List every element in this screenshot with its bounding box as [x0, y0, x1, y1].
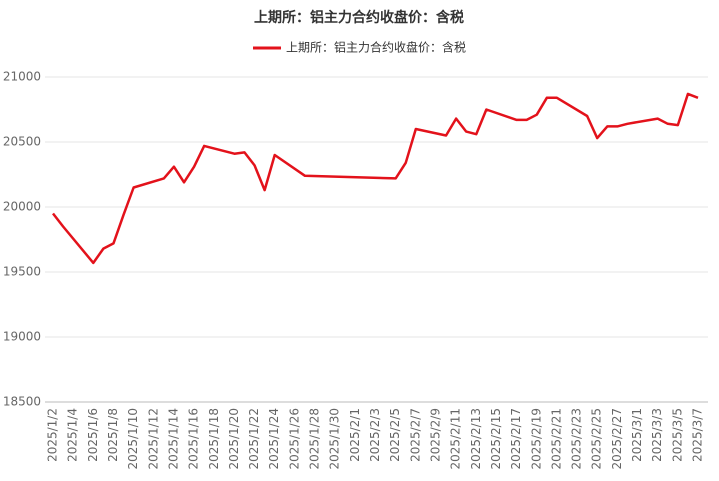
x-tick-label: 2025/1/12	[146, 408, 160, 470]
x-tick-label: 2025/1/8	[106, 408, 120, 462]
x-tick-label: 2025/2/11	[449, 408, 463, 470]
x-tick-label: 2025/2/9	[428, 408, 442, 462]
x-tick-label: 2025/1/28	[308, 408, 322, 470]
x-tick-label: 2025/1/18	[207, 408, 221, 470]
x-tick-label: 2025/1/30	[328, 408, 342, 470]
x-tick-label: 2025/1/4	[66, 408, 80, 462]
x-tick-label: 2025/2/23	[570, 408, 584, 470]
x-tick-label: 2025/2/3	[368, 408, 382, 462]
y-tick-label: 21000	[3, 70, 41, 84]
x-tick-label: 2025/2/25	[590, 408, 604, 470]
x-tick-label: 2025/1/10	[126, 408, 140, 470]
x-tick-label: 2025/2/27	[610, 408, 624, 470]
x-tick-label: 2025/1/20	[227, 408, 241, 470]
x-tick-label: 2025/1/6	[86, 408, 100, 462]
x-tick-label: 2025/2/15	[489, 408, 503, 470]
y-tick-label: 20000	[3, 200, 41, 214]
x-tick-label: 2025/1/14	[166, 408, 180, 470]
y-tick-label: 20500	[3, 135, 41, 149]
x-tick-label: 2025/3/3	[650, 408, 664, 462]
x-tick-label: 2025/1/24	[267, 408, 281, 470]
x-tick-label: 2025/2/5	[388, 408, 402, 462]
x-tick-label: 2025/3/1	[630, 408, 644, 462]
x-tick-label: 2025/2/17	[509, 408, 523, 470]
chart-title: 上期所：铝主力合约收盘价：含税	[254, 9, 464, 26]
x-tick-label: 2025/3/7	[691, 408, 705, 462]
x-tick-label: 2025/2/21	[549, 408, 563, 470]
x-tick-label: 2025/2/13	[469, 408, 483, 470]
y-tick-label: 19000	[3, 330, 41, 344]
y-tick-label: 19500	[3, 265, 41, 279]
x-tick-label: 2025/3/5	[670, 408, 684, 462]
series-line	[52, 92, 699, 265]
x-tick-label: 2025/2/19	[529, 408, 543, 470]
y-tick-label: 18500	[3, 395, 41, 409]
x-tick-label: 2025/1/16	[187, 408, 201, 470]
x-tick-label: 2025/1/2	[46, 408, 60, 462]
x-tick-label: 2025/1/22	[247, 408, 261, 470]
x-tick-label: 2025/2/7	[408, 408, 422, 462]
x-tick-label: 2025/1/26	[287, 408, 301, 470]
x-tick-label: 2025/2/1	[348, 408, 362, 462]
legend-label: 上期所：铝主力合约收盘价：含税	[286, 40, 466, 55]
